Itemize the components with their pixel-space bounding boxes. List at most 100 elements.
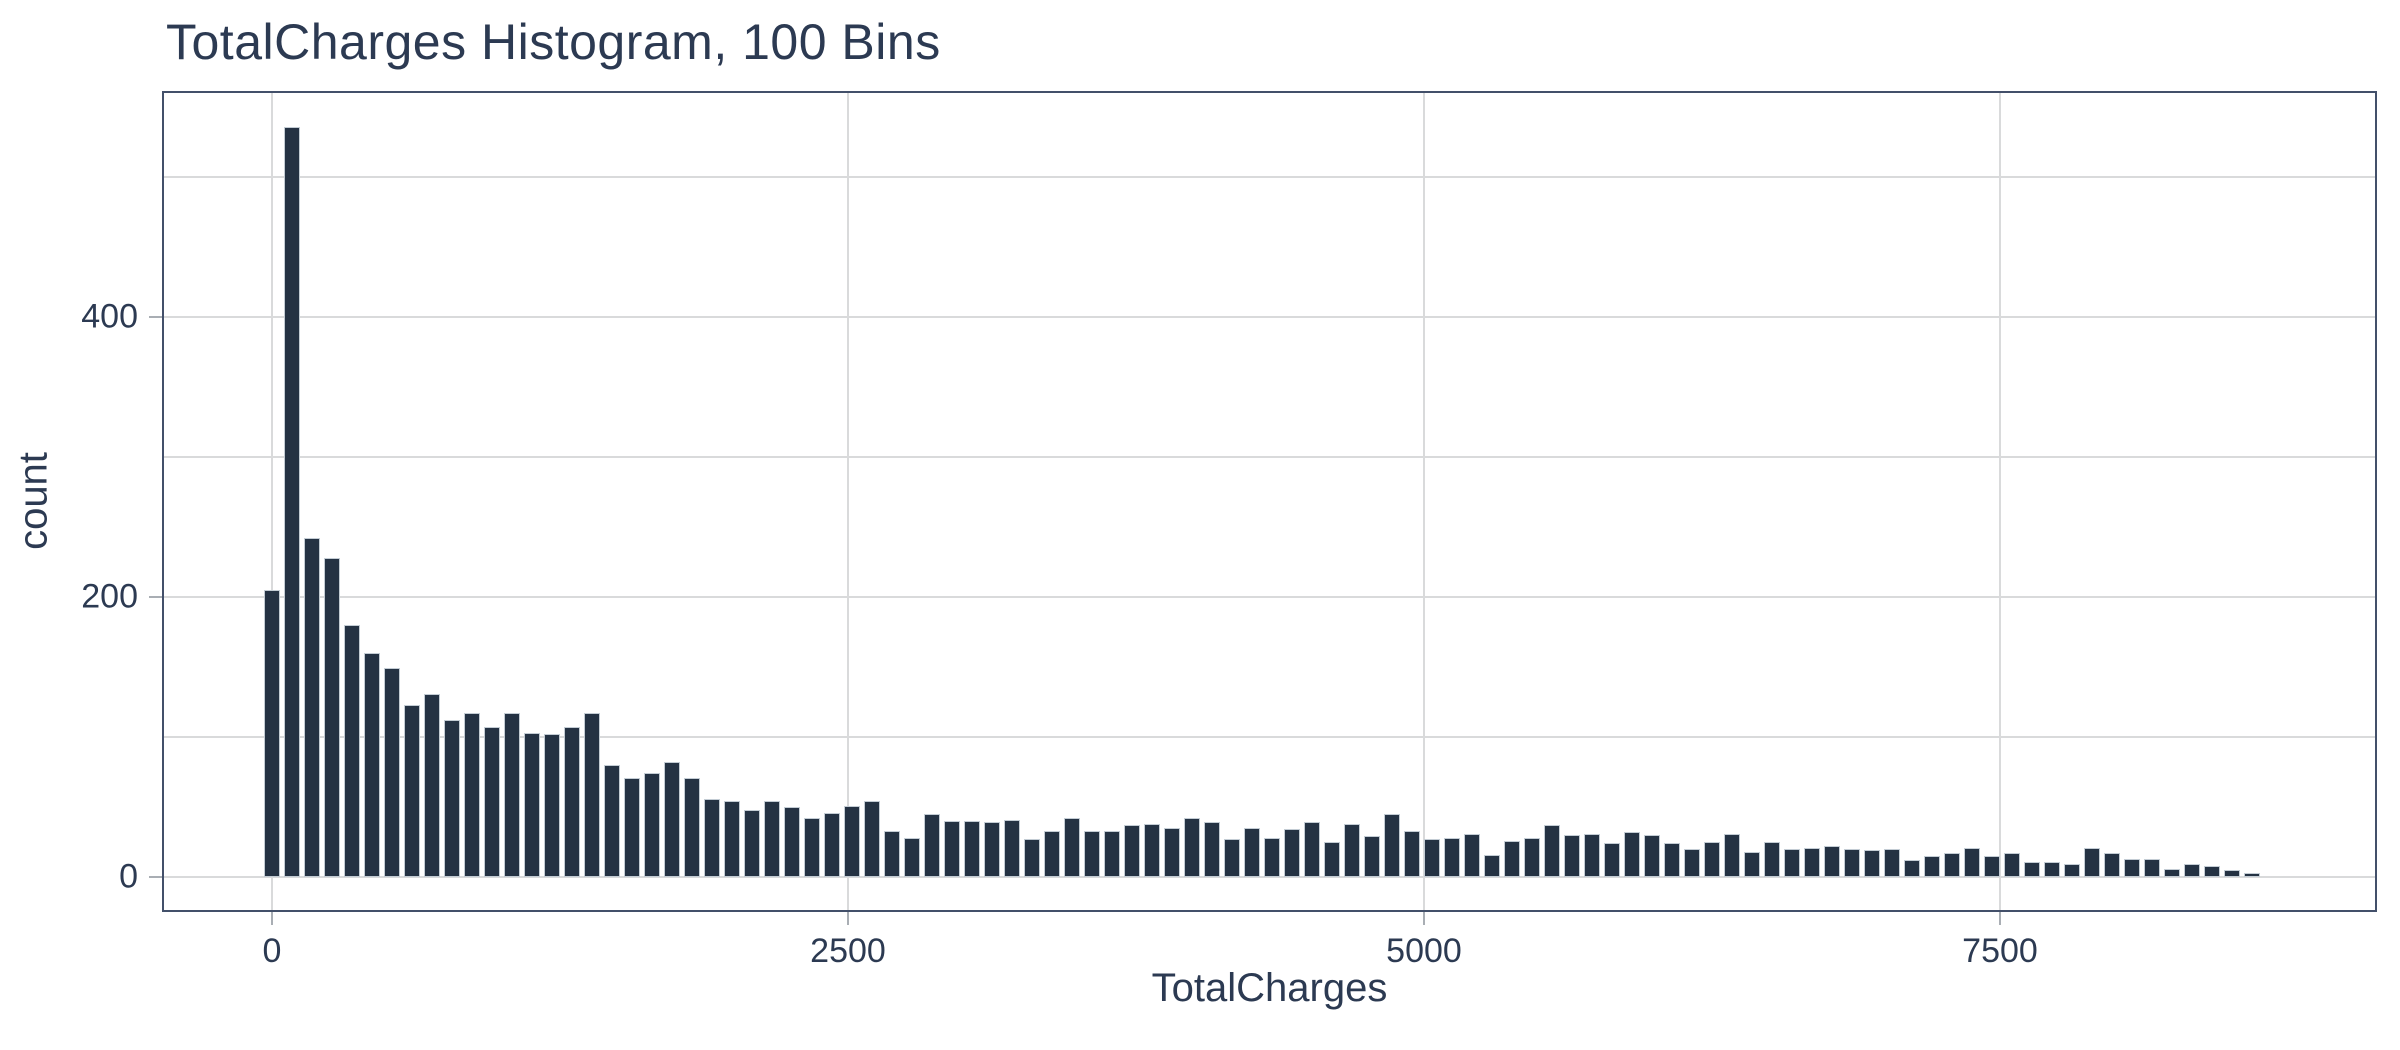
histogram-bar	[1824, 846, 1840, 877]
histogram-bar	[1124, 825, 1140, 877]
histogram-bar	[2164, 868, 2180, 877]
histogram-bar	[924, 814, 940, 877]
histogram-bar	[1044, 830, 1060, 877]
histogram-bar	[524, 732, 540, 877]
x-gridline	[1999, 91, 2001, 912]
y-gridline	[162, 316, 2377, 318]
histogram-bar	[1644, 835, 1660, 877]
y-gridline	[162, 176, 2377, 178]
x-tick-mark	[847, 912, 849, 925]
x-tick-label: 0	[262, 932, 282, 970]
histogram-bar	[1244, 828, 1260, 877]
histogram-bar	[1924, 856, 1940, 877]
x-gridline	[1423, 91, 1425, 912]
histogram-bar	[1104, 830, 1120, 877]
x-tick-label: 2500	[810, 932, 886, 970]
histogram-bar	[1004, 819, 1020, 877]
histogram-bar	[2124, 858, 2140, 877]
histogram-bar	[824, 812, 840, 877]
right-spine	[2375, 91, 2377, 912]
histogram-bar	[624, 777, 640, 877]
histogram-bar	[1504, 840, 1520, 877]
y-gridline	[162, 596, 2377, 598]
histogram-bar	[1804, 847, 1820, 877]
histogram-bar	[564, 727, 580, 877]
histogram-bar	[544, 734, 560, 877]
histogram-bar	[1184, 818, 1200, 877]
histogram-bar	[1764, 842, 1780, 877]
histogram-bar	[1984, 856, 2000, 877]
histogram-bar	[984, 822, 1000, 877]
histogram-bar	[1144, 823, 1160, 877]
histogram-bar	[664, 762, 680, 877]
histogram-bar	[504, 713, 520, 877]
histogram-bar	[444, 720, 460, 877]
histogram-bar	[604, 765, 620, 877]
histogram-bar	[1784, 849, 1800, 877]
histogram-bar	[964, 821, 980, 877]
histogram-bar	[1864, 850, 1880, 877]
histogram-bar	[1904, 860, 1920, 877]
histogram-bar	[2144, 858, 2160, 877]
histogram-bar	[2004, 853, 2020, 877]
histogram-bar	[2044, 861, 2060, 877]
histogram-bar	[784, 807, 800, 877]
top-spine	[162, 91, 2377, 93]
histogram-bar	[1524, 837, 1540, 877]
histogram-bar	[744, 809, 760, 877]
histogram-bar	[1604, 843, 1620, 877]
histogram-bar	[1684, 849, 1700, 877]
histogram-bar	[1444, 837, 1460, 877]
histogram-bar	[364, 653, 380, 877]
histogram-bar	[764, 801, 780, 877]
histogram-bar	[464, 713, 480, 877]
histogram-bar	[1464, 833, 1480, 877]
x-tick-label: 7500	[1962, 932, 2038, 970]
histogram-bar	[1544, 825, 1560, 877]
histogram-bar	[1964, 847, 1980, 877]
x-gridline	[847, 91, 849, 912]
y-gridline	[162, 876, 2377, 878]
histogram-bar	[844, 805, 860, 877]
histogram-bar	[1944, 853, 1960, 877]
histogram-bar	[1424, 839, 1440, 877]
histogram-bar	[1844, 849, 1860, 877]
x-gridline	[271, 91, 273, 912]
y-tick-label: 400	[81, 297, 138, 336]
histogram-bar	[404, 704, 420, 877]
histogram-bar	[904, 837, 920, 877]
histogram-bar	[1264, 837, 1280, 877]
histogram-bar	[1484, 854, 1500, 877]
left-spine	[162, 91, 164, 912]
histogram-bar	[304, 538, 320, 877]
histogram-bar	[1664, 843, 1680, 877]
histogram-bar	[2104, 853, 2120, 877]
histogram-bar	[1064, 818, 1080, 877]
histogram-bar	[1704, 842, 1720, 877]
histogram-bar	[704, 798, 720, 877]
histogram-bar	[1624, 832, 1640, 877]
y-axis-title: count	[11, 452, 56, 550]
histogram-bar	[1564, 835, 1580, 877]
y-gridline	[162, 456, 2377, 458]
plot-panel	[162, 91, 2377, 912]
y-tick-mark	[149, 316, 162, 318]
histogram-bar	[1344, 823, 1360, 877]
histogram-bar	[1304, 822, 1320, 877]
histogram-bar	[1744, 851, 1760, 877]
histogram-bar	[2244, 872, 2260, 877]
y-gridline	[162, 736, 2377, 738]
histogram-bar	[484, 727, 500, 877]
histogram-bar	[1204, 822, 1220, 877]
histogram-bar	[424, 693, 440, 877]
histogram-bar	[2064, 864, 2080, 877]
x-tick-mark	[1999, 912, 2001, 925]
histogram-bar	[1024, 839, 1040, 877]
histogram-bar	[284, 126, 300, 877]
histogram-bar	[1724, 833, 1740, 877]
histogram-bar	[2084, 847, 2100, 877]
histogram-bar	[1384, 814, 1400, 877]
histogram-bar	[2224, 870, 2240, 877]
x-tick-mark	[1423, 912, 1425, 925]
